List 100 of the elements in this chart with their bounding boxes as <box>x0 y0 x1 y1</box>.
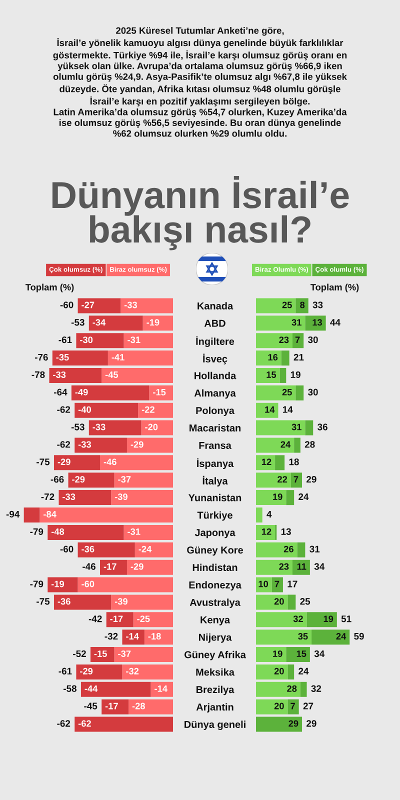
data-label: -44 <box>84 685 98 692</box>
total-label: 14 <box>282 406 293 413</box>
total-label: -94 <box>6 510 20 518</box>
data-label: -60 <box>82 580 94 588</box>
total-label: -79 <box>30 580 44 588</box>
bar <box>138 402 173 418</box>
data-label: 19 <box>273 650 282 657</box>
bar <box>106 612 134 628</box>
total-label: 30 <box>308 388 318 396</box>
y-tick-label: ABD <box>204 320 226 327</box>
data-label: 11 <box>297 563 306 570</box>
data-label: 12 <box>262 528 272 535</box>
total-label: -61 <box>58 668 72 674</box>
data-label: 14 <box>265 406 275 413</box>
bar <box>286 490 294 506</box>
data-label: -49 <box>75 388 88 396</box>
bar <box>128 699 173 714</box>
data-label: 29 <box>288 720 298 727</box>
bar <box>256 455 276 470</box>
data-label: -29 <box>58 458 70 466</box>
total-label: -75 <box>36 458 50 466</box>
data-label: -22 <box>142 406 154 413</box>
total-label: -45 <box>84 702 98 710</box>
bar <box>256 699 288 714</box>
bar <box>296 385 304 400</box>
bar <box>288 664 294 680</box>
bar <box>256 647 286 662</box>
bar <box>149 385 173 400</box>
data-label: -33 <box>62 494 76 500</box>
data-label: -30 <box>80 336 93 344</box>
data-label: -31 <box>128 528 140 535</box>
data-label: -37 <box>118 650 131 657</box>
data-label: -25 <box>137 616 150 622</box>
total-label: -53 <box>71 424 84 430</box>
total-label: -60 <box>60 302 74 308</box>
bar <box>294 438 300 453</box>
total-label: 27 <box>303 702 314 710</box>
y-tick-label: Brezilya <box>196 686 234 696</box>
total-label: 32 <box>311 685 322 692</box>
bar <box>296 298 308 314</box>
data-label: 8 <box>300 302 305 308</box>
data-label: -45 <box>105 372 118 378</box>
data-label: 7 <box>274 580 280 588</box>
data-label: -32 <box>126 668 139 674</box>
total-label: -46 <box>82 563 96 570</box>
bar <box>256 664 288 680</box>
bar <box>292 560 310 575</box>
data-label: -29 <box>130 441 144 448</box>
bar <box>54 455 100 470</box>
total-label: -62 <box>57 406 70 413</box>
bar <box>256 350 282 366</box>
bar <box>88 316 143 331</box>
data-label: 7 <box>290 702 295 710</box>
bar <box>74 716 173 732</box>
data-label: 20 <box>274 668 284 674</box>
bar <box>256 368 280 383</box>
data-label: 31 <box>292 424 302 430</box>
bar <box>58 490 112 506</box>
bar <box>297 542 306 558</box>
bar <box>54 594 112 610</box>
bar <box>256 682 300 697</box>
data-label: -33 <box>92 424 106 430</box>
y-tick-label: Hindistan <box>192 564 238 572</box>
bar <box>40 508 173 522</box>
bar <box>124 333 173 348</box>
data-label: 13 <box>312 319 322 326</box>
bar <box>305 420 314 436</box>
bar <box>122 664 173 680</box>
bar <box>90 647 114 662</box>
bar <box>150 682 173 697</box>
data-label: 24 <box>280 441 291 448</box>
text: 2025 Küresel Tutumlar Anketi’ne göre, İsrail’e yönelik kamuoyu algısı dünya genelinde büyük farklılıklar göstermekte. Türkiye %94 ile, İsrail’e karşı olumsuz görüş oranı en yüksek olan ülke. Avrupa’da ortalama olumsuz görüş %66,9 iken olumlu görüş %24,9. Asya-Pasifik’te olumsuz algı %67,8 ile yüksek düzeyde. Öte yandan, Afrika kıtası olumsuz %48 olumlu görüşle İsrail’e karşı en pozitif yaklaşımı sergileyen bölge. Latin Amerika’da olumsuz görüş %54,7 olurken, Kuzey Amerika’da ise olumsuz görüş %56,5 seviyesinde. Bu oran dünya genelinde %62 olumsuz olurken %29 olumlu oldu. <box>53 27 347 137</box>
data-label: 25 <box>282 302 292 308</box>
bar <box>76 333 124 348</box>
total-label: 36 <box>318 424 328 430</box>
y-tick-label: İsveç <box>203 354 228 364</box>
total-label: -32 <box>104 632 118 640</box>
data-label: -28 <box>132 702 146 710</box>
data-label: -17 <box>104 563 116 570</box>
text: Toplam (%) <box>26 284 74 292</box>
total-label: 59 <box>354 632 364 640</box>
data-label: 7 <box>294 476 298 482</box>
y-tick-label: Almanya <box>194 389 236 399</box>
total-label: -66 <box>50 476 64 483</box>
y-tick-label: Hollanda <box>194 372 236 380</box>
bar <box>24 508 40 522</box>
bar <box>275 455 285 470</box>
data-label: -17 <box>105 702 118 710</box>
bar <box>256 472 291 488</box>
bar <box>78 298 121 314</box>
bar <box>108 350 173 366</box>
bar <box>256 542 298 558</box>
y-tick-label: Kenya <box>200 616 230 626</box>
data-label: -35 <box>56 354 69 361</box>
bar <box>134 542 173 558</box>
bar <box>78 577 173 592</box>
bar <box>120 298 173 314</box>
bar <box>114 472 173 488</box>
bar <box>256 716 302 732</box>
bar <box>256 594 288 610</box>
